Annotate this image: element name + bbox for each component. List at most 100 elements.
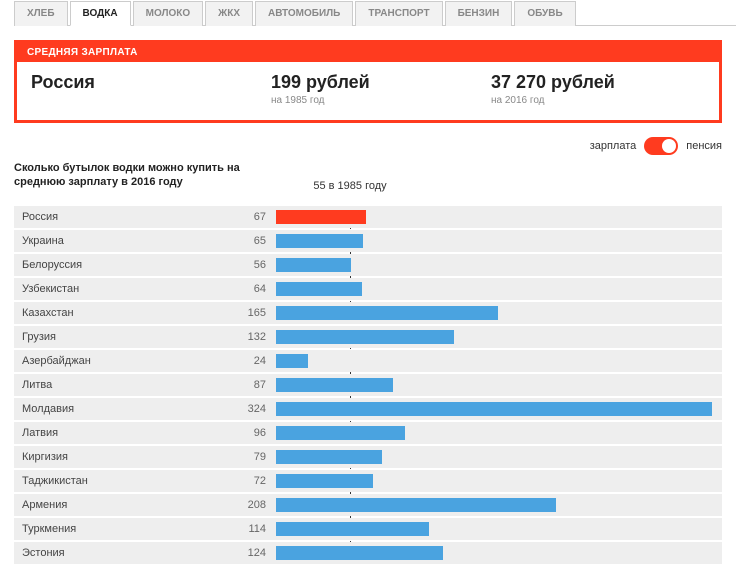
row-bar-wrap [272, 470, 722, 492]
table-row: Армения208 [14, 494, 722, 516]
row-value: 56 [234, 254, 272, 276]
row-label: Узбекистан [14, 278, 234, 300]
row-label: Туркмения [14, 518, 234, 540]
tab-транспорт[interactable]: ТРАНСПОРТ [355, 1, 442, 26]
row-label: Эстония [14, 542, 234, 564]
row-value: 208 [234, 494, 272, 516]
row-label: Литва [14, 374, 234, 396]
tab-жкх[interactable]: ЖКХ [205, 1, 253, 26]
tab-автомобиль[interactable]: АВТОМОБИЛЬ [255, 1, 353, 26]
row-value: 24 [234, 350, 272, 372]
tab-хлеб[interactable]: ХЛЕБ [14, 1, 68, 26]
row-bar [276, 522, 429, 536]
row-bar [276, 450, 382, 464]
row-bar-wrap [272, 518, 722, 540]
row-label: Латвия [14, 422, 234, 444]
row-bar-wrap [272, 254, 722, 276]
row-value: 79 [234, 446, 272, 468]
row-bar-wrap [272, 398, 722, 420]
row-bar [276, 234, 363, 248]
row-label: Белоруссия [14, 254, 234, 276]
row-bar [276, 378, 393, 392]
table-row: Таджикистан72 [14, 470, 722, 492]
chart-rows: Россия67Украина65Белоруссия56Узбекистан6… [14, 206, 722, 564]
row-value: 324 [234, 398, 272, 420]
table-row: Молдавия324 [14, 398, 722, 420]
row-bar [276, 354, 308, 368]
tab-бензин[interactable]: БЕНЗИН [445, 1, 513, 26]
row-bar [276, 546, 443, 560]
row-bar-wrap [272, 422, 722, 444]
row-label: Таджикистан [14, 470, 234, 492]
salary-box: СРЕДНЯЯ ЗАРПЛАТА Россия 199 рублей на 19… [14, 40, 722, 123]
table-row: Литва87 [14, 374, 722, 396]
reference-label: 55 в 1985 году [313, 180, 386, 192]
salary-sub-1985: на 1985 год [271, 95, 491, 106]
chart-title: Сколько бутылок водки можно купить на ср… [14, 161, 274, 190]
toggle-row: зарплата пенсия [0, 137, 722, 155]
row-bar-wrap [272, 350, 722, 372]
table-row: Казахстан165 [14, 302, 722, 324]
tab-водка[interactable]: ВОДКА [70, 1, 131, 26]
salary-col-2016: 37 270 рублей на 2016 год [491, 72, 711, 106]
row-bar [276, 474, 373, 488]
toggle-left-label: зарплата [590, 140, 637, 152]
row-label: Азербайджан [14, 350, 234, 372]
row-value: 65 [234, 230, 272, 252]
row-bar-wrap [272, 542, 722, 564]
row-bar-wrap [272, 326, 722, 348]
row-bar-wrap [272, 446, 722, 468]
salary-box-body: Россия 199 рублей на 1985 год 37 270 руб… [17, 62, 719, 120]
table-row: Белоруссия56 [14, 254, 722, 276]
row-value: 124 [234, 542, 272, 564]
row-value: 132 [234, 326, 272, 348]
salary-country: Россия [31, 72, 271, 106]
row-value: 64 [234, 278, 272, 300]
row-value: 72 [234, 470, 272, 492]
tabs: ХЛЕБВОДКАМОЛОКОЖКХАВТОМОБИЛЬТРАНСПОРТБЕН… [14, 0, 736, 26]
row-value: 114 [234, 518, 272, 540]
table-row: Латвия96 [14, 422, 722, 444]
row-bar [276, 210, 366, 224]
table-row: Азербайджан24 [14, 350, 722, 372]
salary-sub-2016: на 2016 год [491, 95, 711, 106]
row-bar [276, 306, 498, 320]
chart: Сколько бутылок водки можно купить на ср… [14, 161, 722, 564]
salary-pension-toggle[interactable] [644, 137, 678, 155]
row-value: 67 [234, 206, 272, 228]
row-bar-wrap [272, 494, 722, 516]
row-bar-wrap [272, 302, 722, 324]
row-bar [276, 282, 362, 296]
row-value: 96 [234, 422, 272, 444]
table-row: Россия67 [14, 206, 722, 228]
salary-value-2016: 37 270 рублей [491, 72, 711, 93]
table-row: Грузия132 [14, 326, 722, 348]
row-value: 87 [234, 374, 272, 396]
tab-обувь[interactable]: ОБУВЬ [514, 1, 575, 26]
salary-box-header: СРЕДНЯЯ ЗАРПЛАТА [17, 43, 719, 62]
row-label: Молдавия [14, 398, 234, 420]
table-row: Узбекистан64 [14, 278, 722, 300]
toggle-right-label: пенсия [686, 140, 722, 152]
row-label: Украина [14, 230, 234, 252]
table-row: Киргизия79 [14, 446, 722, 468]
table-row: Туркмения114 [14, 518, 722, 540]
row-label: Грузия [14, 326, 234, 348]
row-bar [276, 258, 351, 272]
table-row: Украина65 [14, 230, 722, 252]
row-label: Армения [14, 494, 234, 516]
row-bar-wrap [272, 278, 722, 300]
row-bar [276, 426, 405, 440]
row-bar [276, 498, 556, 512]
row-bar-wrap [272, 374, 722, 396]
row-bar [276, 402, 712, 416]
row-bar [276, 330, 454, 344]
row-bar-wrap [272, 230, 722, 252]
tab-молоко[interactable]: МОЛОКО [133, 1, 204, 26]
row-label: Киргизия [14, 446, 234, 468]
row-value: 165 [234, 302, 272, 324]
row-label: Казахстан [14, 302, 234, 324]
salary-col-1985: 199 рублей на 1985 год [271, 72, 491, 106]
row-bar-wrap [272, 206, 722, 228]
toggle-knob [662, 139, 676, 153]
